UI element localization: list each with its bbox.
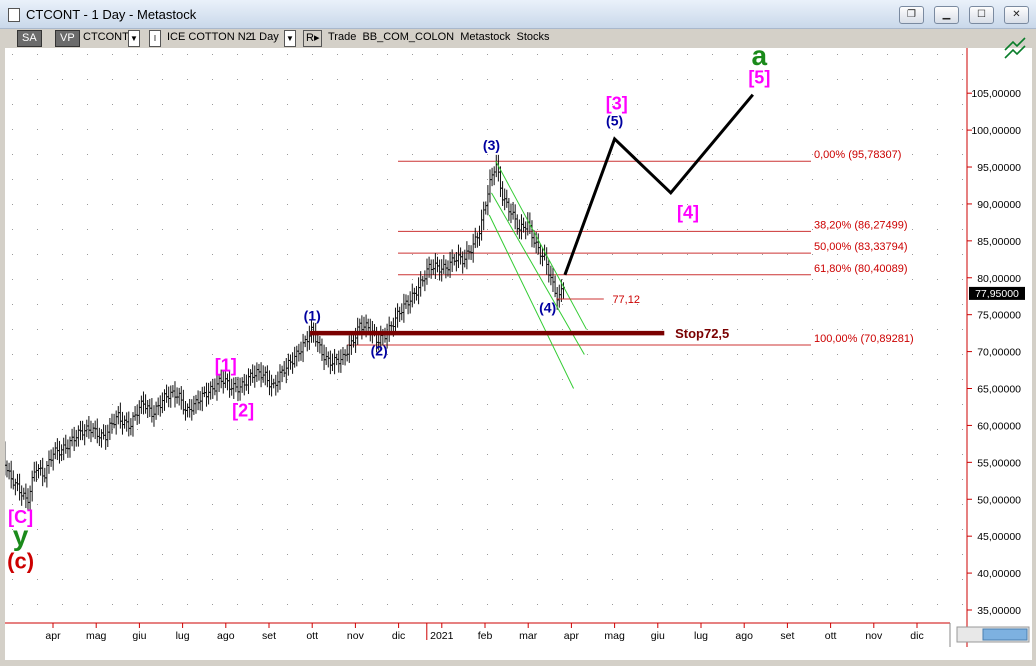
x-tick-label: nov bbox=[347, 630, 365, 642]
x-tick-label: ago bbox=[217, 630, 235, 642]
wave-label: (3) bbox=[483, 137, 500, 153]
toolbar-info: Trade BB_COM_COLON Metastock Stocks bbox=[328, 31, 550, 43]
x-tick-label: mag bbox=[604, 630, 625, 642]
x-tick-label: lug bbox=[694, 630, 708, 642]
x-tick-label: 2021 bbox=[430, 630, 454, 642]
wave-label: y bbox=[13, 520, 29, 551]
window-title: CTCONT - 1 Day - Metastock bbox=[26, 7, 197, 22]
symbol-label[interactable]: CTCONT bbox=[83, 31, 129, 43]
y-tick-label: 75,00000 bbox=[977, 310, 1021, 322]
instrument-name: ICE COTTON N2 bbox=[167, 31, 252, 43]
zoom-slider-thumb[interactable] bbox=[982, 628, 1028, 641]
current-price-label: 77,95000 bbox=[975, 288, 1019, 300]
wave-label: [2] bbox=[232, 401, 254, 421]
x-tick-label: dic bbox=[392, 630, 405, 642]
minimize-icon[interactable]: ▁ bbox=[934, 6, 959, 24]
stop-label: Stop72,5 bbox=[675, 326, 729, 341]
wave-label: [C] bbox=[8, 507, 33, 527]
x-tick-label: feb bbox=[478, 630, 493, 642]
low-marker-label: 77,12 bbox=[612, 294, 640, 306]
wave-label: [4] bbox=[677, 203, 699, 223]
channel-line-upper bbox=[495, 160, 587, 330]
fib-label: 61,80% (80,40089) bbox=[814, 263, 908, 275]
fib-label: 100,00% (70,89281) bbox=[814, 333, 914, 345]
title-bar: CTCONT - 1 Day - Metastock ❐ ▁ ☐ ✕ bbox=[0, 0, 1036, 29]
y-tick-label: 70,00000 bbox=[977, 347, 1021, 359]
fib-label: 38,20% (86,27499) bbox=[814, 219, 908, 231]
y-tick-label: 60,00000 bbox=[977, 420, 1021, 432]
x-tick-label: dic bbox=[910, 630, 923, 642]
x-tick-label: nov bbox=[865, 630, 883, 642]
wave-label: (4) bbox=[539, 299, 556, 315]
restore-icon[interactable]: ❐ bbox=[899, 6, 924, 24]
r-button[interactable]: R▸ bbox=[303, 30, 323, 47]
maximize-icon[interactable]: ☐ bbox=[969, 6, 994, 24]
y-tick-label: 105,00000 bbox=[971, 88, 1021, 100]
y-tick-label: 45,00000 bbox=[977, 531, 1021, 543]
x-tick-label: ott bbox=[306, 630, 318, 642]
wave-label: (5) bbox=[606, 113, 623, 129]
wave-label: (2) bbox=[371, 342, 388, 358]
close-icon[interactable]: ✕ bbox=[1004, 6, 1029, 24]
r-button-label: R bbox=[306, 32, 314, 44]
x-tick-label: ago bbox=[735, 630, 753, 642]
channel-line-lower bbox=[488, 214, 575, 389]
chart-tools-icon bbox=[1004, 37, 1026, 59]
x-tick-label: mag bbox=[86, 630, 107, 642]
chart-window-icon bbox=[8, 8, 20, 22]
y-tick-label: 65,00000 bbox=[977, 384, 1021, 396]
channel-line-middle bbox=[491, 192, 585, 355]
y-tick-label: 80,00000 bbox=[977, 273, 1021, 285]
y-tick-label: 95,00000 bbox=[977, 162, 1021, 174]
sa-button[interactable]: SA bbox=[17, 30, 42, 47]
wave-label: [3] bbox=[606, 93, 628, 113]
x-tick-label: apr bbox=[45, 630, 61, 642]
y-tick-label: 50,00000 bbox=[977, 494, 1021, 506]
projection-path bbox=[563, 93, 754, 276]
x-tick-label: lug bbox=[176, 630, 190, 642]
y-tick-label: 55,00000 bbox=[977, 457, 1021, 469]
period-label[interactable]: 1 Day bbox=[250, 31, 279, 43]
wave-label: [5] bbox=[748, 68, 770, 88]
y-tick-label: 90,00000 bbox=[977, 199, 1021, 211]
y-tick-label: 35,00000 bbox=[977, 605, 1021, 617]
wave-label: (c) bbox=[7, 549, 34, 574]
x-tick-label: mar bbox=[519, 630, 538, 642]
info-button[interactable]: I bbox=[149, 30, 161, 47]
vp-button[interactable]: VP bbox=[55, 30, 80, 47]
x-tick-label: giu bbox=[132, 630, 146, 642]
x-tick-label: ott bbox=[825, 630, 837, 642]
chart-area[interactable]: 35,00000 40,00000 45,00000 50,00000 55,00000… bbox=[5, 28, 1032, 660]
x-tick-label: set bbox=[780, 630, 794, 642]
x-tick-label: giu bbox=[651, 630, 665, 642]
current-price-box bbox=[969, 286, 1025, 300]
x-tick-label: set bbox=[262, 630, 276, 642]
y-tick-label: 100,00000 bbox=[971, 125, 1021, 137]
period-dropdown-icon[interactable]: ▼ bbox=[284, 30, 296, 47]
fib-label: 50,00% (83,33794) bbox=[814, 241, 908, 253]
wave-label: a bbox=[752, 40, 768, 71]
wave-label: (1) bbox=[304, 308, 321, 324]
y-tick-label: 40,00000 bbox=[977, 568, 1021, 580]
fib-label: 0,00% (95,78307) bbox=[814, 149, 901, 161]
chart-toolbar: SA VP CTCONT ▼ I ICE COTTON N2 1 Day ▼ R… bbox=[0, 28, 1036, 48]
y-tick-label: 85,00000 bbox=[977, 236, 1021, 248]
wave-label: [1] bbox=[215, 356, 237, 376]
x-tick-label: apr bbox=[564, 630, 580, 642]
symbol-dropdown-icon[interactable]: ▼ bbox=[128, 30, 140, 47]
